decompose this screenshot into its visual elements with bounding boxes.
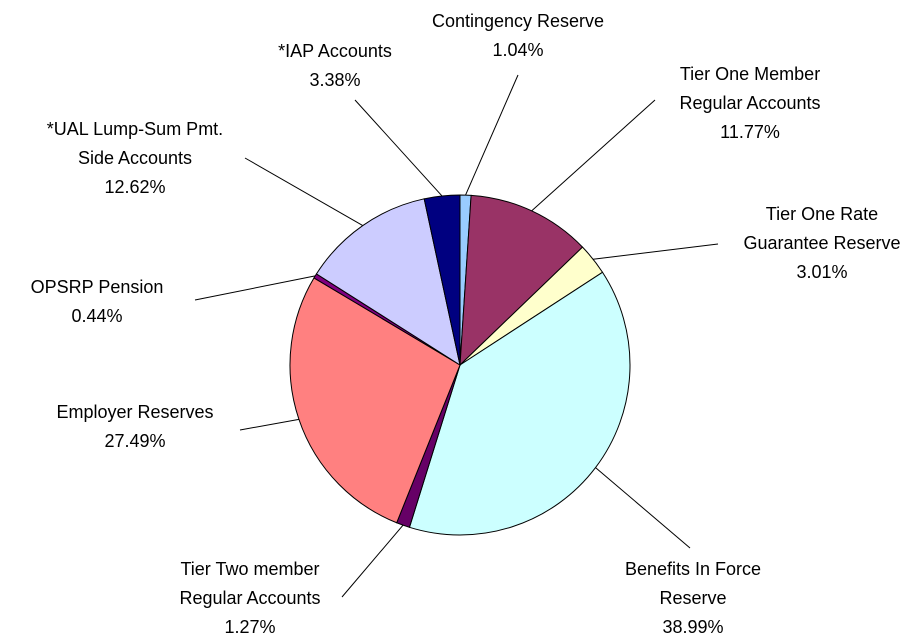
label-line: Tier One Member (680, 64, 820, 84)
leader-line (341, 524, 404, 598)
slice-label: OPSRP Pension (31, 277, 164, 297)
slice-label: Tier One Member Regular Accounts (679, 64, 820, 113)
label-line: Regular Accounts (179, 588, 320, 608)
label-line: Regular Accounts (679, 93, 820, 113)
leader-line (239, 418, 300, 431)
pie-slice (459, 194, 584, 367)
label-line: Tier Two member (180, 559, 319, 579)
leader-line (194, 275, 316, 301)
label-line: *IAP Accounts (278, 41, 392, 61)
label-line: Side Accounts (78, 148, 192, 168)
slice-label: Employer Reserves (56, 402, 213, 422)
leader-line (595, 467, 691, 549)
label-line: Employer Reserves (56, 402, 213, 422)
slice-label: Tier Two member Regular Accounts (179, 559, 320, 608)
slice-value-label: 3.01% (796, 262, 847, 282)
slice-value-label: 38.99% (662, 617, 723, 637)
slice-value-label: 1.04% (492, 40, 543, 60)
leader-line (465, 74, 519, 196)
label-line: OPSRP Pension (31, 277, 164, 297)
leader-line (354, 99, 443, 197)
label-line: Contingency Reserve (432, 11, 604, 31)
label-line: Guarantee Reserve (743, 233, 900, 253)
label-line: *UAL Lump-Sum Pmt. (47, 119, 223, 139)
slice-label: *IAP Accounts (278, 41, 392, 61)
slice-value-label: 0.44% (71, 306, 122, 326)
slice-value-label: 3.38% (309, 70, 360, 90)
label-line: Benefits In Force (625, 559, 761, 579)
label-line: Reserve (659, 588, 726, 608)
leader-line (244, 157, 364, 226)
slice-value-label: 12.62% (104, 177, 165, 197)
slice-value-label: 1.27% (224, 617, 275, 637)
leader-line (593, 243, 719, 260)
slice-label: Tier One Rate Guarantee Reserve (743, 204, 900, 253)
leader-line (531, 99, 656, 212)
slice-value-label: 11.77% (720, 122, 780, 142)
slice-label: Benefits In Force Reserve (625, 559, 761, 608)
pie-slice (315, 198, 461, 367)
label-line: Tier One Rate (766, 204, 878, 224)
slice-value-label: 27.49% (104, 431, 165, 451)
pie-slice (408, 271, 631, 536)
slice-label: *UAL Lump-Sum Pmt. Side Accounts (47, 119, 223, 168)
slice-label: Contingency Reserve (432, 11, 604, 31)
